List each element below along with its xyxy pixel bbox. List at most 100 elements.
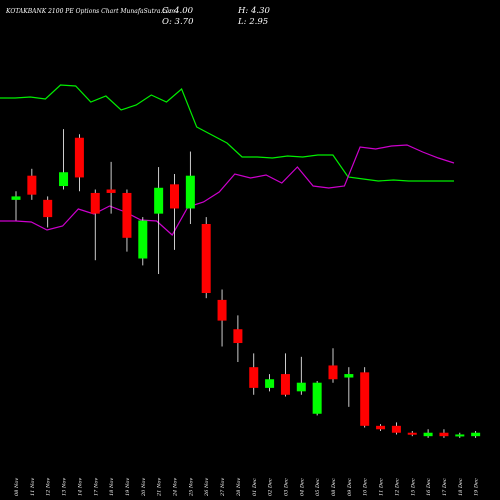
candle — [201, 217, 211, 299]
candle — [249, 353, 259, 395]
x-tick-label: 05 Dec — [315, 478, 321, 496]
candle-body — [185, 175, 195, 209]
x-tick-label: 03 Dec — [283, 478, 289, 496]
candle — [328, 348, 338, 383]
open-readout: O: 3.70 — [162, 17, 193, 27]
x-tick-label: 17 Nov — [93, 478, 99, 496]
candle — [312, 380, 322, 416]
candle-body — [265, 379, 275, 388]
x-tick-label: 21 Nov — [157, 478, 163, 497]
x-tick-label: 08 Dec — [331, 478, 337, 496]
candle-body — [201, 224, 211, 293]
candle-body — [407, 432, 417, 435]
x-tick-label: 13 Nov — [62, 478, 68, 496]
x-tick-label: 27 Nov — [220, 478, 226, 497]
chart-title: KOTAKBANK 2100 PE Options Chart MunafaSu… — [6, 8, 176, 15]
candle-body — [471, 432, 481, 437]
candle-body — [249, 367, 259, 388]
indicator-lines — [0, 84, 455, 236]
candle-body — [360, 372, 370, 426]
green-indicator-line — [0, 84, 454, 182]
x-tick-label: 19 Dec — [474, 478, 480, 496]
candle-body — [423, 432, 433, 437]
x-tick-label: 17 Dec — [442, 478, 448, 496]
candle — [360, 367, 370, 428]
candle — [265, 374, 275, 392]
candle — [407, 431, 417, 437]
high-label: H: — [238, 6, 249, 16]
open-label: O: — [162, 17, 172, 27]
close-label: C: — [162, 6, 172, 16]
candle — [423, 429, 433, 438]
candle-body — [344, 374, 354, 378]
low-label: L: — [238, 17, 247, 27]
candle — [90, 189, 100, 261]
x-tick-label: 11 Dec — [379, 478, 385, 496]
candle — [27, 168, 37, 200]
candle-body — [217, 299, 227, 321]
candle-body — [154, 187, 164, 214]
candle-body — [376, 425, 386, 430]
x-tick-label: 26 Nov — [204, 478, 210, 497]
candle — [185, 151, 195, 224]
candle — [122, 189, 132, 252]
candle-body — [11, 196, 21, 200]
x-tick-label: 11 Nov — [30, 478, 36, 496]
x-tick-label: 24 Nov — [173, 478, 179, 497]
candle-body — [90, 192, 100, 214]
candle-body — [455, 434, 465, 437]
candle — [74, 134, 84, 192]
candle-body — [74, 137, 84, 178]
x-tick-label: 25 Nov — [188, 478, 194, 497]
candle — [471, 431, 481, 438]
candle-body — [439, 432, 449, 437]
candle-body — [59, 172, 69, 187]
candle — [439, 429, 449, 438]
open-value: 3.70 — [174, 17, 194, 27]
high-value: 4.30 — [250, 6, 270, 16]
candle — [170, 173, 179, 250]
x-axis-tick-labels: 08 Nov 11 Nov 12 Nov 13 Nov 14 Nov 17 Nov 18 N… — [14, 478, 480, 497]
candle-body — [391, 425, 401, 433]
candles — [11, 129, 481, 438]
high-readout: H: 4.30 — [238, 6, 270, 16]
candle — [296, 356, 306, 395]
x-tick-label: 08 Nov — [14, 478, 20, 496]
candle — [217, 289, 227, 347]
candle-body — [312, 382, 322, 414]
candle-body — [296, 382, 306, 392]
x-tick-label: 04 Dec — [299, 478, 305, 496]
x-tick-label: 15 Dec — [410, 478, 416, 496]
x-tick-label: 19 Nov — [125, 478, 131, 496]
x-tick-label: 18 Nov — [109, 478, 115, 496]
candle-body — [27, 175, 37, 195]
x-tick-label: 12 Dec — [394, 478, 400, 496]
magenta-indicator-line — [0, 144, 455, 236]
candle-body — [328, 365, 338, 380]
low-readout: L: 2.95 — [238, 17, 268, 27]
candle — [106, 161, 116, 214]
candle — [376, 424, 386, 431]
x-tick-label: 12 Nov — [46, 478, 52, 496]
x-tick-label: 10 Dec — [363, 478, 369, 496]
candle — [138, 217, 148, 266]
candle — [11, 191, 21, 221]
candle — [280, 353, 290, 397]
x-tick-label: 02 Dec — [268, 478, 274, 496]
close-value: 4.00 — [174, 6, 194, 16]
candle-body — [170, 184, 179, 209]
candle-body — [43, 199, 53, 218]
candle — [455, 432, 465, 438]
candle-body — [138, 220, 148, 259]
candle-body — [233, 329, 243, 344]
candle — [233, 315, 243, 362]
x-tick-label: 20 Nov — [141, 478, 147, 497]
candle — [59, 129, 69, 190]
candle-body — [122, 192, 132, 238]
x-tick-label: 18 Dec — [458, 478, 464, 496]
candle-body — [106, 189, 116, 193]
candle-body — [280, 374, 290, 395]
x-tick-label: 01 Dec — [252, 478, 258, 496]
candle — [391, 422, 401, 435]
x-tick-label: 14 Nov — [77, 478, 83, 496]
